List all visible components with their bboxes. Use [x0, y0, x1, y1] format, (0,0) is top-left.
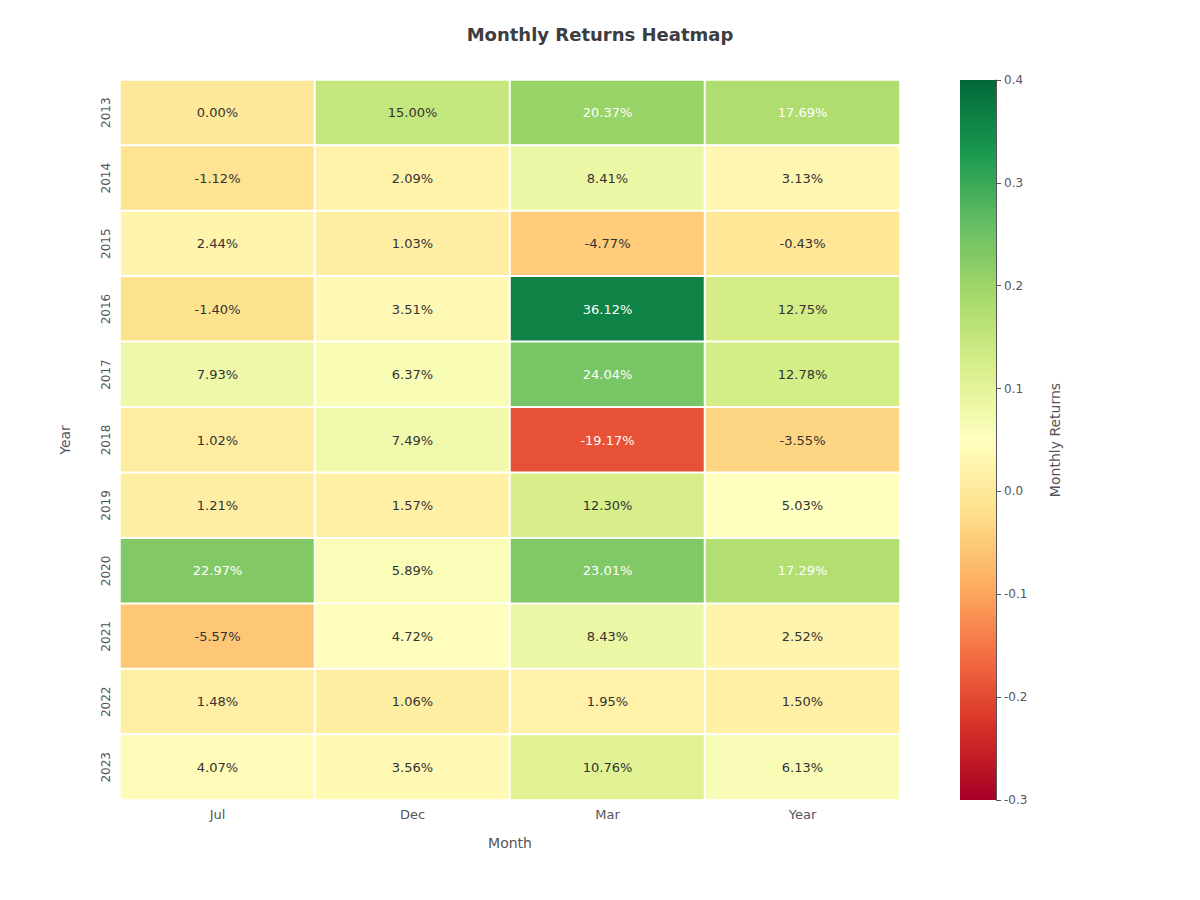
- svg-text:-4.77%: -4.77%: [585, 236, 631, 251]
- svg-text:2013: 2013: [99, 97, 113, 128]
- svg-text:7.93%: 7.93%: [197, 367, 238, 382]
- svg-text:2019: 2019: [99, 490, 113, 521]
- svg-text:0.4: 0.4: [1004, 73, 1023, 87]
- svg-text:0.00%: 0.00%: [197, 105, 238, 120]
- svg-text:2018: 2018: [99, 425, 113, 456]
- svg-text:Monthly Returns: Monthly Returns: [1047, 383, 1063, 497]
- svg-text:1.50%: 1.50%: [782, 694, 823, 709]
- svg-text:12.78%: 12.78%: [778, 367, 828, 382]
- svg-text:Mar: Mar: [595, 807, 620, 822]
- svg-text:2023: 2023: [99, 752, 113, 783]
- svg-text:2020: 2020: [99, 556, 113, 587]
- svg-text:4.07%: 4.07%: [197, 760, 238, 775]
- svg-text:-0.2: -0.2: [1004, 690, 1027, 704]
- svg-text:5.89%: 5.89%: [392, 563, 433, 578]
- svg-text:-0.43%: -0.43%: [780, 236, 826, 251]
- svg-text:6.37%: 6.37%: [392, 367, 433, 382]
- svg-text:2017: 2017: [99, 359, 113, 390]
- svg-text:2015: 2015: [99, 228, 113, 259]
- svg-text:0.1: 0.1: [1004, 382, 1023, 396]
- svg-text:17.29%: 17.29%: [778, 563, 828, 578]
- svg-text:2.09%: 2.09%: [392, 171, 433, 186]
- svg-text:5.03%: 5.03%: [782, 498, 823, 513]
- svg-text:1.48%: 1.48%: [197, 694, 238, 709]
- svg-text:0.0: 0.0: [1004, 484, 1023, 498]
- svg-text:24.04%: 24.04%: [583, 367, 633, 382]
- svg-text:2014: 2014: [99, 163, 113, 194]
- svg-text:3.51%: 3.51%: [392, 302, 433, 317]
- svg-text:1.03%: 1.03%: [392, 236, 433, 251]
- svg-text:-3.55%: -3.55%: [780, 433, 826, 448]
- svg-text:20.37%: 20.37%: [583, 105, 633, 120]
- svg-text:1.57%: 1.57%: [392, 498, 433, 513]
- svg-text:Year: Year: [788, 807, 817, 822]
- svg-text:Monthly Returns Heatmap: Monthly Returns Heatmap: [467, 24, 734, 45]
- svg-text:-1.12%: -1.12%: [195, 171, 241, 186]
- svg-text:-0.1: -0.1: [1004, 587, 1027, 601]
- svg-text:Dec: Dec: [400, 807, 425, 822]
- svg-text:-5.57%: -5.57%: [195, 629, 241, 644]
- svg-text:3.13%: 3.13%: [782, 171, 823, 186]
- svg-text:8.41%: 8.41%: [587, 171, 628, 186]
- svg-text:1.02%: 1.02%: [197, 433, 238, 448]
- svg-text:1.95%: 1.95%: [587, 694, 628, 709]
- svg-text:1.21%: 1.21%: [197, 498, 238, 513]
- svg-text:23.01%: 23.01%: [583, 563, 633, 578]
- svg-text:-19.17%: -19.17%: [580, 433, 634, 448]
- svg-text:0.2: 0.2: [1004, 279, 1023, 293]
- svg-text:1.06%: 1.06%: [392, 694, 433, 709]
- svg-text:15.00%: 15.00%: [388, 105, 438, 120]
- svg-text:2.44%: 2.44%: [197, 236, 238, 251]
- svg-text:2016: 2016: [99, 294, 113, 325]
- svg-text:2021: 2021: [99, 621, 113, 652]
- svg-text:2.52%: 2.52%: [782, 629, 823, 644]
- svg-text:-1.40%: -1.40%: [195, 302, 241, 317]
- svg-text:-0.3: -0.3: [1004, 793, 1027, 807]
- svg-text:36.12%: 36.12%: [583, 302, 633, 317]
- svg-text:17.69%: 17.69%: [778, 105, 828, 120]
- svg-text:2022: 2022: [99, 687, 113, 718]
- svg-text:12.75%: 12.75%: [778, 302, 828, 317]
- svg-text:7.49%: 7.49%: [392, 433, 433, 448]
- svg-text:Month: Month: [488, 835, 532, 851]
- svg-text:8.43%: 8.43%: [587, 629, 628, 644]
- svg-text:3.56%: 3.56%: [392, 760, 433, 775]
- svg-text:Year: Year: [57, 425, 73, 456]
- svg-text:6.13%: 6.13%: [782, 760, 823, 775]
- svg-text:Jul: Jul: [209, 807, 226, 822]
- svg-text:4.72%: 4.72%: [392, 629, 433, 644]
- svg-text:10.76%: 10.76%: [583, 760, 633, 775]
- svg-text:0.3: 0.3: [1004, 176, 1023, 190]
- svg-text:12.30%: 12.30%: [583, 498, 633, 513]
- svg-text:22.97%: 22.97%: [193, 563, 243, 578]
